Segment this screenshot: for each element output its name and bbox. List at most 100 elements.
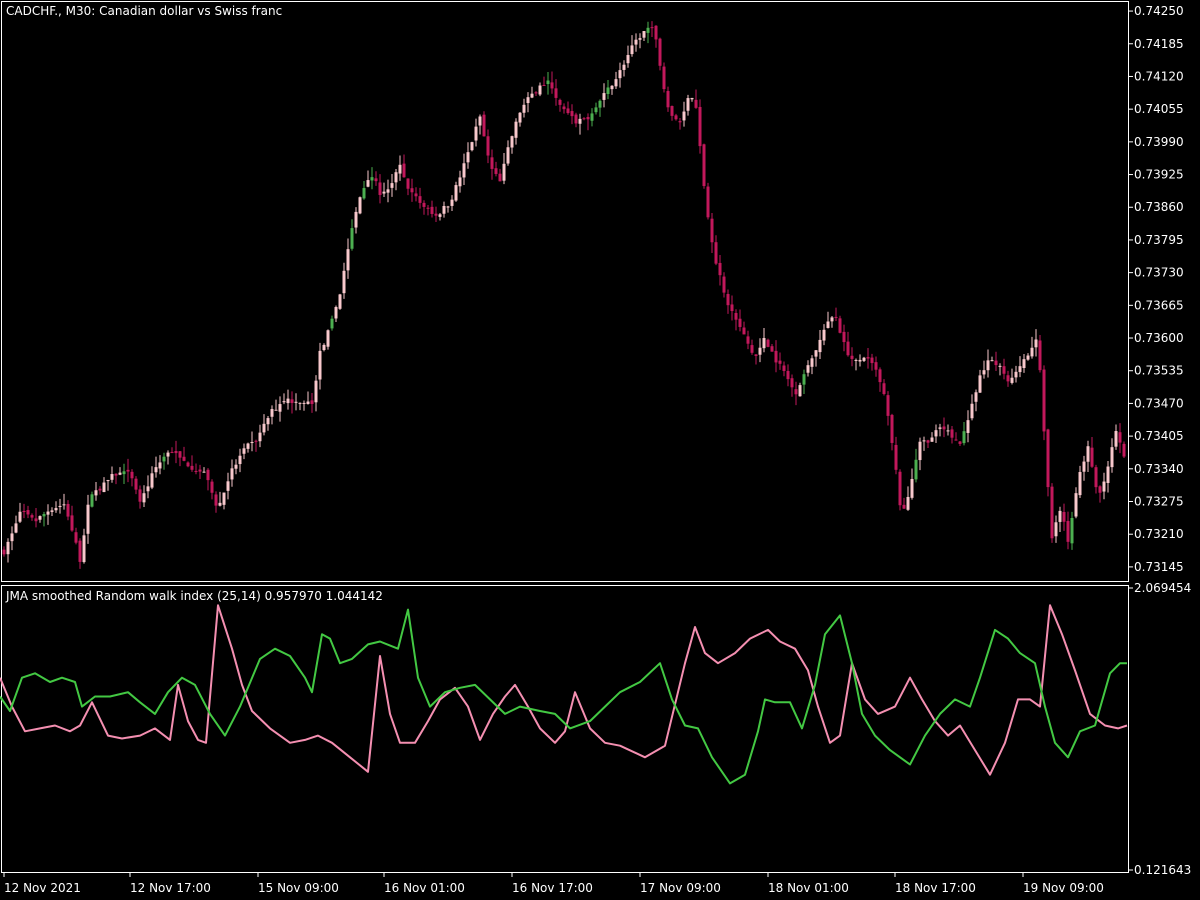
candle-body	[362, 188, 366, 199]
candle-body	[646, 27, 650, 33]
rwi-high-line	[0, 604, 1128, 776]
candle-body	[642, 31, 646, 38]
candle-body	[438, 214, 442, 217]
candle-body	[206, 469, 210, 481]
candle-body	[22, 511, 26, 513]
candle-body	[1070, 517, 1074, 544]
candle-body	[758, 347, 762, 355]
candle-body	[450, 199, 454, 206]
candle-body	[254, 440, 258, 442]
time-tick-label: 12 Nov 17:00	[130, 881, 211, 895]
candle-body	[1038, 340, 1042, 371]
candle-body	[714, 242, 718, 264]
candle-body	[18, 511, 22, 522]
candle-body	[406, 178, 410, 189]
candle-body	[830, 317, 834, 322]
candle-body	[350, 228, 354, 249]
candle-body	[954, 439, 958, 441]
candle-body	[62, 504, 66, 506]
time-tick-label: 19 Nov 09:00	[1023, 881, 1104, 895]
candle-body	[82, 535, 86, 563]
candle-body	[10, 533, 14, 542]
candle-body	[338, 294, 342, 309]
candle-body	[234, 464, 238, 469]
candle-body	[546, 80, 550, 85]
candle-body	[498, 173, 502, 182]
candle-body	[302, 402, 306, 404]
candle-body	[942, 426, 946, 430]
candle-body	[458, 177, 462, 187]
candle-body	[1014, 371, 1018, 378]
candle-body	[914, 459, 918, 480]
price-pane[interactable]: 0.74250 0.74185 0.74120 0.74055 0.73990 0.739…	[1, 1, 1184, 582]
candle-body	[658, 38, 662, 66]
candle-body	[834, 316, 838, 318]
candle-body	[846, 341, 850, 356]
candle-body	[326, 330, 330, 347]
candle-body	[94, 490, 98, 496]
candle-body	[490, 157, 494, 169]
candle-body	[314, 380, 318, 403]
candle-body	[78, 540, 82, 562]
candle-body	[150, 473, 154, 488]
time-tick-label: 16 Nov 01:00	[384, 881, 465, 895]
candle-body	[102, 482, 106, 493]
candle-body	[534, 92, 538, 94]
price-pane-frame	[1, 1, 1129, 582]
candle-body	[926, 440, 930, 443]
candle-body	[930, 437, 934, 442]
candle-body	[58, 505, 62, 507]
candle-body	[182, 456, 186, 461]
candle-body	[178, 451, 182, 458]
candle-body	[798, 385, 802, 397]
candle-body	[674, 115, 678, 120]
indicator-pane[interactable]: 2.069454 0.121643 JMA smoothed Random wal…	[0, 581, 1191, 877]
price-tick-label: 0.74055	[1134, 102, 1184, 116]
price-tick-label: 0.73275	[1134, 495, 1184, 509]
candle-body	[946, 430, 950, 432]
candle-body	[594, 107, 598, 113]
candle-body	[918, 441, 922, 461]
indicator-tick-label: 2.069454	[1134, 581, 1191, 595]
candle-body	[818, 339, 822, 353]
candle-body	[870, 357, 874, 364]
candle-body	[554, 88, 558, 98]
candle-body	[722, 276, 726, 293]
candle-body	[510, 136, 514, 148]
candle-body	[494, 168, 498, 174]
candle-body	[54, 508, 58, 511]
candle-body	[66, 503, 70, 517]
candle-body	[122, 471, 126, 475]
candle-body	[346, 249, 350, 271]
candle-body	[838, 318, 842, 333]
candle-body	[142, 493, 146, 503]
candle-body	[306, 401, 310, 404]
candle-body	[1058, 510, 1062, 522]
candle-body	[266, 418, 270, 425]
candle-body	[982, 370, 986, 375]
candle-body	[538, 85, 542, 95]
candle-body	[746, 336, 750, 344]
candle-body	[1122, 443, 1126, 457]
candle-body	[706, 186, 710, 218]
candle-body	[1074, 493, 1078, 517]
candle-body	[1098, 486, 1102, 493]
candle-body	[294, 401, 298, 403]
candle-body	[246, 443, 250, 449]
price-tick-label: 0.73405	[1134, 429, 1184, 443]
candle-body	[106, 480, 110, 482]
candle-body	[990, 360, 994, 362]
candle-body	[550, 82, 554, 89]
candle-body	[26, 510, 30, 515]
indicator-pane-frame	[1, 585, 1129, 873]
indicator-label: JMA smoothed Random walk index (25,14) 0…	[5, 589, 383, 603]
candle-body	[770, 346, 774, 352]
price-tick-label: 0.73730	[1134, 266, 1184, 280]
time-tick-label: 16 Nov 17:00	[512, 881, 593, 895]
candle-body	[906, 496, 910, 510]
candle-body	[586, 117, 590, 120]
candle-body	[1002, 366, 1006, 374]
candle-body	[1046, 429, 1050, 488]
candle-body	[994, 360, 998, 366]
